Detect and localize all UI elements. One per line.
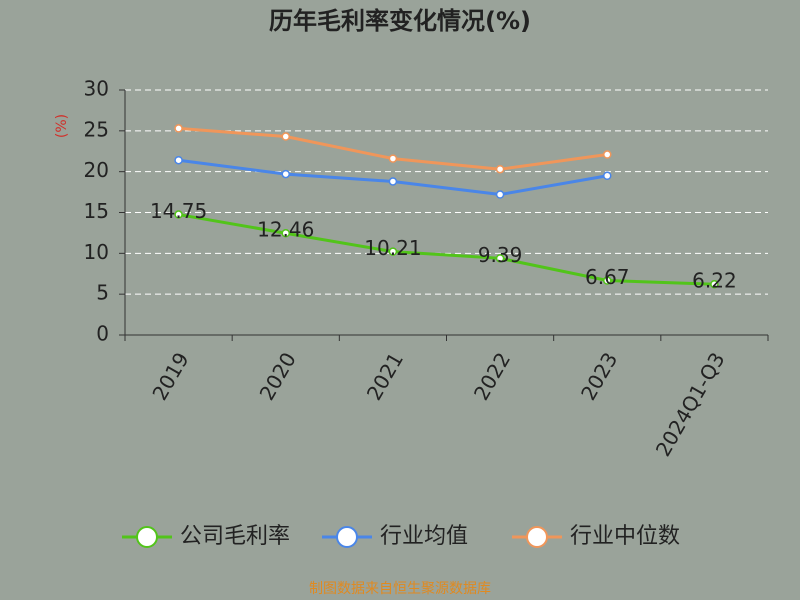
y-tick-label: 25	[84, 117, 109, 141]
y-axis-label: (%)	[54, 114, 70, 138]
x-tick-label: 2022	[469, 348, 515, 404]
series-line	[178, 126, 608, 171]
data-label: 9.39	[478, 243, 523, 267]
data-label: 6.22	[692, 269, 737, 293]
series-line	[178, 213, 715, 286]
y-tick-label: 30	[84, 77, 109, 101]
data-label: 10.21	[364, 236, 421, 260]
data-point	[603, 150, 612, 159]
x-tick-label: 2019	[147, 348, 193, 404]
data-label: 6.67	[585, 265, 630, 289]
data-point	[174, 155, 183, 165]
data-point	[281, 132, 290, 141]
y-tick-label: 10	[84, 240, 109, 264]
data-point	[281, 228, 290, 238]
data-label: 14.75	[150, 199, 207, 223]
data-point	[710, 279, 719, 289]
y-tick-label: 20	[84, 158, 109, 182]
y-tick-label: 5	[96, 281, 109, 305]
x-tick-label: 2020	[255, 348, 301, 404]
data-point	[495, 190, 505, 199]
data-point	[388, 247, 398, 256]
x-tick-label: 2024Q1-Q3	[651, 348, 730, 460]
legend-marker	[526, 526, 548, 548]
y-tick-label: 0	[96, 322, 109, 346]
data-point	[495, 164, 505, 174]
data-point	[174, 210, 183, 219]
data-point	[388, 154, 398, 163]
data-point	[388, 177, 398, 186]
legend-marker	[136, 526, 158, 548]
x-tick-label: 2023	[576, 348, 622, 404]
data-point	[281, 169, 290, 179]
data-point	[603, 171, 612, 180]
legend-label: 行业均值	[380, 524, 468, 549]
data-point	[495, 254, 505, 263]
source-note: 制图数据来自恒生聚源数据库	[309, 581, 491, 597]
legend-marker	[336, 526, 358, 548]
data-point	[603, 276, 612, 285]
chart-title: 历年毛利率变化情况(%)	[269, 7, 531, 35]
data-label: 12.46	[257, 218, 314, 242]
legend-label: 公司毛利率	[180, 524, 290, 549]
x-tick-label: 2021	[362, 348, 408, 404]
y-tick-label: 15	[84, 199, 109, 223]
data-point	[174, 124, 183, 133]
legend-label: 行业中位数	[570, 524, 680, 549]
